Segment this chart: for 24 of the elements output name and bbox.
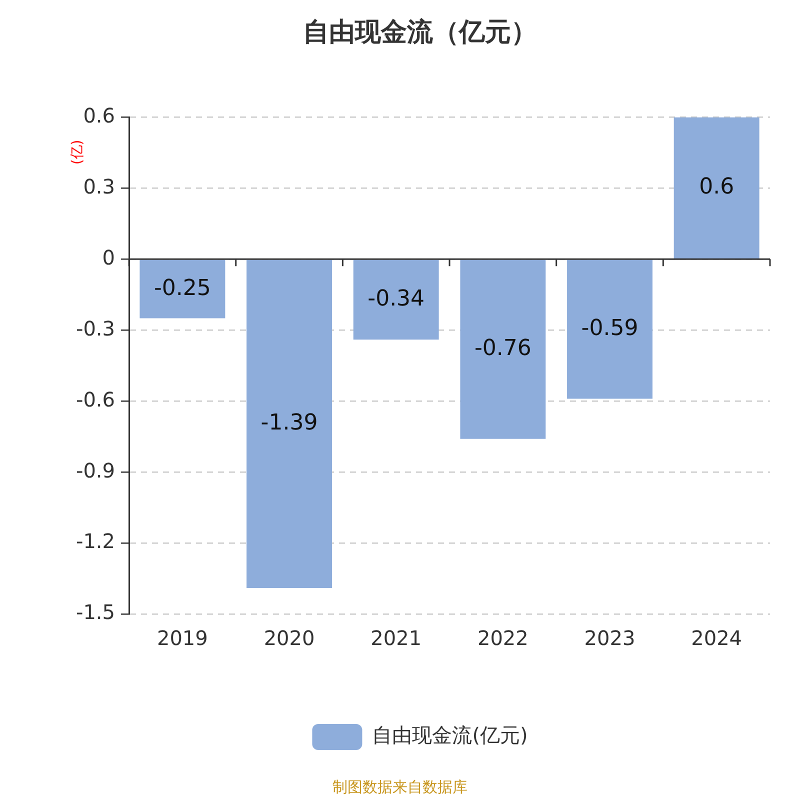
text: 制图数据来自数据库 [332, 778, 468, 796]
data-label: -1.39 [260, 410, 318, 436]
x-tick-label: 2023 [584, 626, 636, 650]
x-tick-label: 2021 [370, 626, 422, 650]
data-label: -0.25 [154, 276, 211, 301]
data-label: -0.76 [474, 336, 532, 362]
y-tick-label: -0.3 [76, 316, 116, 340]
x-tick-label: 2022 [477, 626, 528, 650]
chart-title: 自由现金流（亿元） [303, 17, 537, 48]
x-tick-label: 2024 [691, 626, 742, 650]
y-tick-label: -1.2 [76, 529, 116, 554]
x-tick-label: 2019 [156, 626, 208, 650]
y-tick-label: -0.9 [76, 458, 116, 482]
legend-label: 自由现金流(亿元) [372, 723, 528, 748]
y-tick-label: 0.6 [83, 103, 116, 128]
data-label: 0.6 [699, 174, 734, 200]
x-tick-label: 2020 [264, 626, 315, 650]
y-tick-label: 0 [102, 245, 116, 270]
y-tick-label: -0.6 [76, 387, 116, 412]
data-label: -0.59 [581, 316, 638, 341]
y-tick-label: 0.3 [83, 174, 116, 198]
data-label: -0.34 [368, 286, 425, 312]
y-axis-title: (亿) [70, 140, 86, 165]
y-tick-label: -1.5 [76, 600, 116, 624]
